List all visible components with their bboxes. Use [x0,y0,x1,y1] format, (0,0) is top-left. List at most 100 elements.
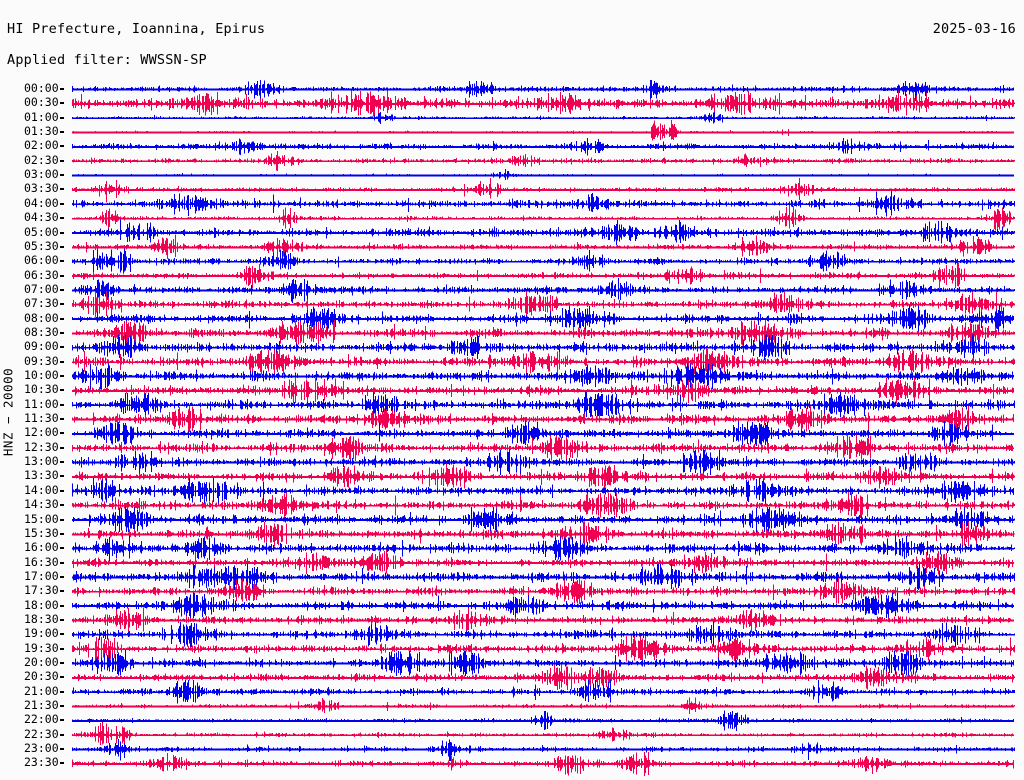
trace-waveform [72,111,1015,124]
trace-row [72,80,1014,102]
trace-waveform [72,679,1015,704]
trace-row [72,319,1015,346]
axis-tick [60,690,64,693]
trace-waveform [72,563,1015,591]
trace-row [72,277,1015,304]
trace-waveform [73,348,1015,375]
trace-waveform [74,169,1009,181]
trace-row [72,406,1014,433]
time-axis-label: 02:00 [24,138,59,153]
trace-row [72,151,1015,171]
trace-waveform [72,506,1015,533]
axis-tick [60,360,64,363]
axis-tick [60,432,64,435]
axis-tick [60,733,64,736]
time-axis-label: 12:00 [24,425,59,440]
time-axis-label: 13:00 [24,454,59,469]
axis-tick [60,518,64,521]
axis-tick [60,217,64,220]
axis-tick [60,762,64,765]
trace-waveform [72,578,1015,604]
axis-tick [60,604,64,607]
time-axis-label: 10:30 [24,382,59,397]
trace-row [72,578,1015,604]
trace-row [72,363,1014,390]
axis-tick [60,188,64,191]
trace-waveform [72,151,1015,171]
trace-waveform [72,721,1013,746]
time-axis-label: 08:00 [24,310,59,325]
axis-tick [60,116,64,119]
time-axis-label: 11:00 [24,396,59,411]
trace-row [72,137,1014,156]
trace-waveform [73,262,1015,289]
trace-waveform [72,463,1015,490]
axis-tick [60,375,64,377]
trace-row [72,751,1014,776]
time-axis-label: 09:30 [24,353,59,368]
time-axis-label: 03:00 [24,167,59,182]
axis-tick [60,475,64,478]
time-axis-label: 01:00 [24,109,59,124]
trace-waveform [74,205,1015,231]
trace-row [72,178,1015,203]
trace-row [72,635,1015,662]
applied-filter-label: Applied filter: WWSSN-SP [7,52,207,68]
time-axis-label: 13:30 [24,468,59,483]
page-title: HI Prefecture, Ioannina, Epirus [7,21,266,37]
trace-waveform [73,377,1014,404]
seismogram-plot: 00:00 00:30 01:00 01:30 02:00 02:30 03:00 03:30… [0,80,1024,780]
trace-row [72,649,1014,677]
trace-waveform [72,710,1014,731]
time-axis-label: 08:30 [24,324,59,339]
date-label: 2025-03-16 [932,21,1016,37]
time-axis-label: 00:00 [24,81,59,95]
axis-tick [60,245,64,248]
trace-row [72,90,1015,117]
trace-row [72,305,1014,332]
trace-waveform [72,607,1013,633]
trace-row [72,449,1015,476]
time-axis-label: 12:30 [24,439,59,454]
axis-tick [60,575,64,578]
trace-row [72,248,1015,274]
axis-tick [60,389,64,392]
axis-tick [60,403,64,406]
time-axis-label: 19:30 [24,640,59,655]
trace-row [72,234,1015,260]
time-axis-label: 17:30 [24,583,59,598]
time-axis-label: 14:00 [24,482,59,497]
time-axis-label: 17:00 [24,568,59,583]
trace-row [72,219,1015,245]
trace-row [72,434,1014,461]
time-axis-label: 10:00 [24,368,59,382]
trace-row [72,521,1015,547]
trace-waveform [72,492,1015,518]
time-axis-label: 16:00 [24,540,59,555]
axis-tick [60,346,64,349]
trace-row [72,549,1014,575]
time-axis-label: 06:30 [24,267,59,282]
trace-row [72,119,1014,141]
time-axis-label: 06:00 [24,253,59,268]
axis-tick [60,719,64,722]
trace-waveform [72,621,1015,648]
time-axis-label: 04:00 [24,195,59,210]
trace-waveform [72,391,1015,418]
time-axis-label: 07:00 [24,281,59,296]
trace-waveform [72,739,1015,762]
axis-tick [60,561,64,564]
time-axis-label: 21:30 [24,698,59,713]
trace-waveform [72,334,1015,361]
trace-row [72,721,1014,746]
trace-row [72,420,1014,447]
time-axis-label: 00:30 [24,95,59,110]
axis-tick [60,504,64,507]
trace-waveform [72,434,1013,461]
trace-waveform [72,549,1013,575]
trace-waveform [72,449,1015,476]
trace-waveform [73,521,1015,547]
trace-row [72,506,1015,533]
time-axis-label: 18:00 [24,597,59,612]
trace-waveform [72,305,1014,332]
